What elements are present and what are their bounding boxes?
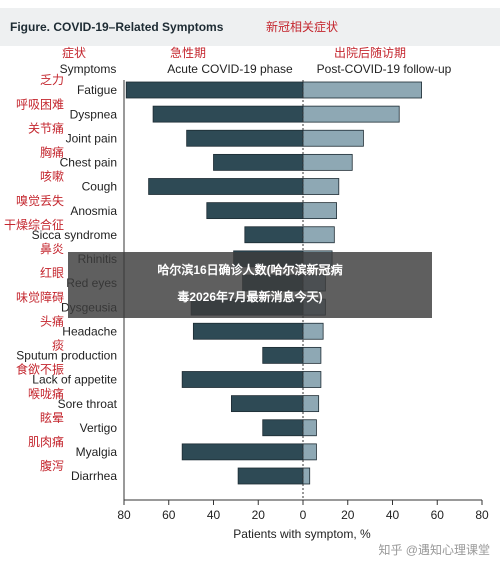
category-label-cn: 味觉障碍	[16, 289, 64, 304]
legend-label: Acute COVID-19 phase	[167, 62, 293, 76]
category-label: Headache	[62, 324, 117, 338]
category-label-cn: 红眼	[40, 265, 64, 280]
bar	[125, 81, 304, 99]
category-label: Fatigue	[77, 83, 117, 97]
category-label-cn: 乏力	[40, 73, 64, 87]
category-label: Sputum production	[16, 349, 117, 363]
category-label-cn: 呼吸困难	[16, 97, 64, 111]
bar	[192, 322, 304, 340]
category-label: Vertigo	[80, 421, 118, 435]
bar	[302, 395, 320, 413]
x-tick-label: 80	[475, 508, 489, 522]
series-header-cn: 急性期	[170, 45, 206, 60]
series-header-cn: 出院后随访期	[334, 45, 406, 60]
category-label: Lack of appetite	[32, 373, 117, 387]
x-tick-label: 20	[252, 508, 266, 522]
category-label-cn: 喉咙痛	[28, 386, 64, 401]
category-label-cn: 头痛	[40, 313, 64, 328]
chart-title-cn: 新冠相关症状	[266, 19, 338, 34]
overlay-text: 毒2026年7月最新消息今天)	[177, 289, 322, 304]
category-label: Chest pain	[60, 156, 117, 170]
category-label-cn: 干燥综合征	[4, 217, 64, 232]
x-tick-label: 60	[431, 508, 445, 522]
symptoms-header-cn: 症状	[62, 45, 86, 60]
x-tick-label: 20	[341, 508, 355, 522]
x-tick-label: 40	[386, 508, 400, 522]
bar	[181, 371, 304, 388]
title-band	[0, 8, 500, 46]
bar	[302, 81, 422, 99]
category-label-cn: 鼻炎	[40, 241, 64, 256]
bar	[302, 202, 337, 220]
category-label: Sore throat	[58, 397, 118, 411]
bar	[262, 419, 304, 437]
bar	[302, 467, 311, 485]
chart-title: Figure. COVID-19–Related Symptoms	[10, 20, 224, 34]
overlay-box	[68, 252, 432, 318]
bar	[302, 105, 400, 123]
category-label: Myalgia	[76, 445, 118, 459]
bar	[302, 443, 317, 461]
category-label-cn: 咳嗽	[40, 170, 64, 184]
x-axis-label: Patients with symptom, %	[233, 527, 371, 541]
category-label-cn: 关节痛	[28, 120, 64, 135]
bar	[302, 153, 353, 171]
category-label: Diarrhea	[71, 469, 117, 483]
bar	[302, 419, 317, 437]
bar	[302, 129, 364, 147]
category-label: Joint pain	[66, 131, 117, 145]
bar	[302, 178, 340, 195]
bar	[302, 226, 335, 244]
watermark: 知乎 @遇知心理课堂	[378, 543, 490, 557]
bar	[148, 178, 304, 195]
x-tick-label: 0	[300, 508, 307, 522]
category-label: Sicca syndrome	[32, 228, 118, 242]
x-tick-label: 80	[117, 508, 131, 522]
bar	[213, 153, 304, 171]
category-label-cn: 痰	[52, 338, 64, 353]
bar	[186, 129, 304, 147]
x-tick-label: 60	[162, 508, 176, 522]
overlay: 哈尔滨16日确诊人数(哈尔滨新冠病 毒2026年7月最新消息今天)	[68, 252, 432, 318]
bar	[262, 346, 304, 364]
category-label-cn: 胸痛	[40, 145, 64, 160]
category-label-cn: 腹泻	[40, 459, 64, 473]
legend-label: Post-COVID-19 follow-up	[317, 62, 452, 76]
bar	[302, 322, 324, 340]
category-label: Cough	[82, 180, 117, 194]
category-label: Anosmia	[70, 204, 117, 218]
category-label-cn: 嗅觉丢失	[16, 193, 64, 208]
bar	[230, 395, 304, 413]
category-label-cn: 眩晕	[40, 410, 64, 425]
symptoms-header: Symptoms	[60, 62, 117, 76]
category-label-cn: 肌肉痛	[28, 434, 64, 449]
bar	[181, 443, 304, 461]
bar	[206, 202, 304, 220]
bar	[244, 226, 304, 244]
x-tick-label: 40	[207, 508, 221, 522]
overlay-text: 哈尔滨16日确诊人数(哈尔滨新冠病	[157, 262, 342, 277]
category-label: Dyspnea	[70, 107, 118, 121]
bar	[152, 105, 304, 123]
bar	[302, 371, 322, 388]
bar	[237, 467, 304, 485]
category-label-cn: 食欲不振	[16, 362, 64, 377]
bar	[302, 346, 322, 364]
